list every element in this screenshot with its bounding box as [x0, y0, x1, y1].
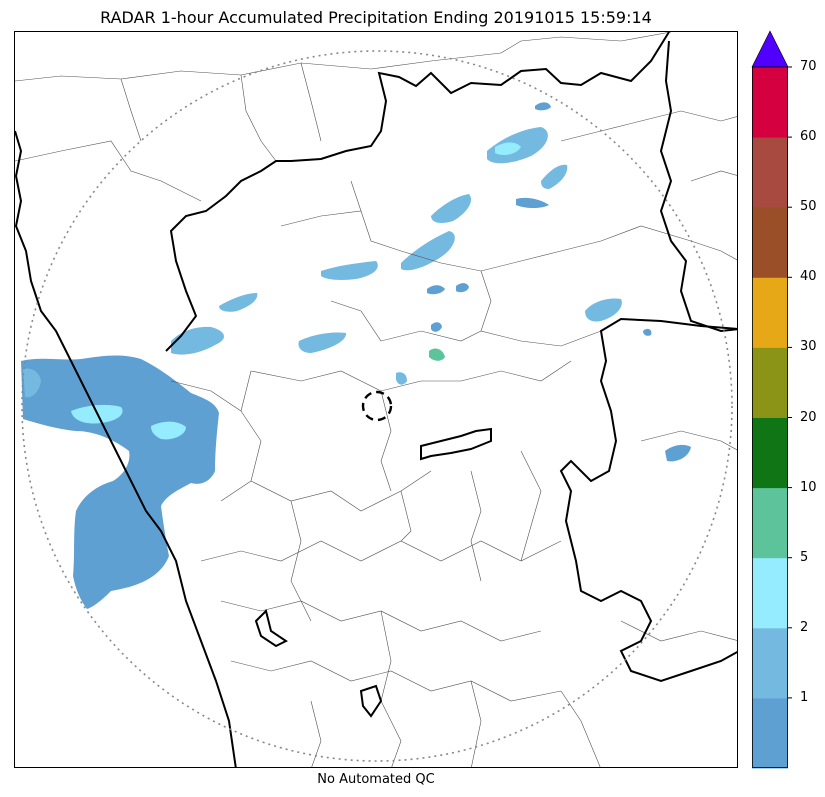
echo-e-1 [585, 298, 622, 322]
colorbar-segment [752, 487, 788, 559]
echo-e-2 [665, 444, 691, 462]
echo-west-1 [23, 368, 41, 398]
minor-boundaries [15, 32, 737, 767]
echo-ne-core [495, 142, 521, 155]
radar-site-marker [361, 390, 393, 422]
echo-speck-1 [427, 285, 445, 295]
colorbar-tick-label: 20 [800, 409, 817, 425]
colorbar-segment [752, 277, 788, 348]
colorbar-tick-label: 70 [800, 59, 817, 74]
echo-speck-4 [429, 348, 445, 361]
colorbar-segment [752, 347, 788, 418]
echo-speck-7 [643, 328, 652, 336]
echo-n-1 [321, 261, 378, 280]
colorbar [751, 30, 792, 769]
colorbar-tick-label: 30 [800, 339, 817, 355]
colorbar-tick-label: 10 [800, 479, 817, 495]
colorbar-tick-label: 50 [800, 199, 817, 215]
echo-nw-1 [171, 326, 225, 355]
radar-map[interactable] [14, 31, 738, 768]
echo-speck-3 [431, 322, 442, 332]
precipitation-echoes [21, 102, 691, 609]
echo-west-3 [151, 421, 186, 440]
colorbar-tick-label: 5 [800, 549, 809, 565]
map-canvas [15, 32, 737, 767]
echo-speck-6 [535, 102, 551, 111]
colorbar-canvas [751, 30, 792, 769]
colorbar-tick-label: 1 [800, 689, 809, 705]
echo-n-3 [431, 194, 472, 224]
echo-nw-2 [219, 293, 258, 312]
colorbar-extend-arrow [751, 30, 789, 68]
colorbar-tick-label: 60 [800, 129, 817, 145]
major-boundaries [15, 32, 737, 767]
colorbar-segment [752, 557, 788, 629]
echo-west-large [21, 355, 219, 609]
colorbar-segment [752, 627, 788, 699]
echo-ne-3 [516, 197, 549, 208]
chart-title: RADAR 1-hour Accumulated Precipitation E… [100, 8, 652, 27]
colorbar-segment [752, 137, 788, 208]
colorbar-segment [752, 67, 788, 138]
range-ring [21, 50, 733, 762]
echo-speck-2 [456, 283, 469, 293]
colorbar-segment [752, 697, 788, 769]
colorbar-tick-label: 2 [800, 619, 809, 635]
colorbar-segment [752, 417, 788, 489]
echo-speck-5 [396, 372, 407, 385]
qc-note: No Automated QC [317, 772, 435, 787]
colorbar-tick-label: 40 [800, 269, 817, 285]
colorbar-segment [752, 207, 788, 278]
echo-ne-2 [541, 164, 568, 189]
echo-streak-1 [298, 332, 347, 353]
colorbar-frame [752, 66, 788, 768]
echo-n-2 [401, 231, 455, 271]
